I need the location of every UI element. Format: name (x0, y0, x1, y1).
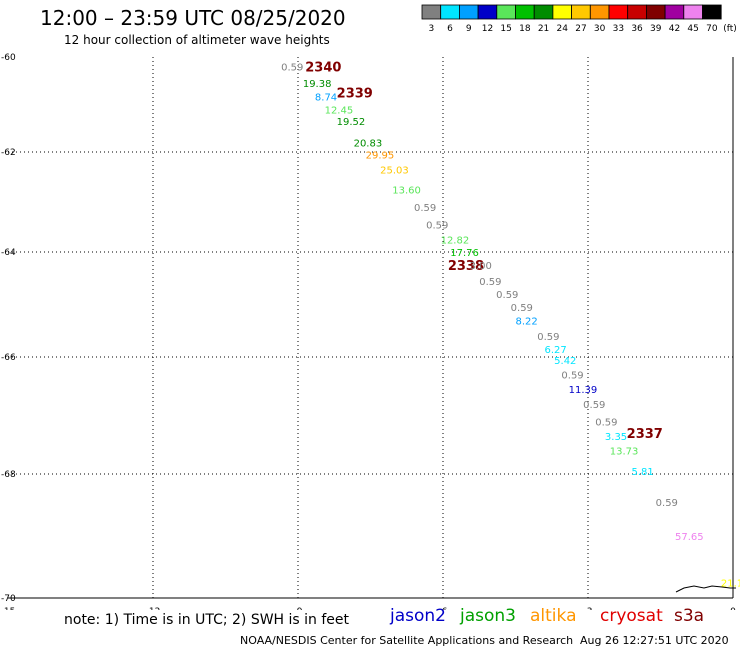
legend-label: 3 (428, 24, 434, 34)
pass-number-label: 2338 (448, 259, 484, 274)
wave-height-value: 8.74 (315, 92, 337, 103)
wave-height-value: 6.27 (545, 345, 567, 356)
wave-height-value: 0.59 (656, 498, 678, 509)
wave-height-value: 21.1 (721, 579, 740, 590)
wave-height-value: 25.03 (380, 166, 409, 177)
legend-label: 18 (519, 24, 531, 34)
wave-height-value: 0.59 (583, 400, 605, 411)
latitude-tick-label: -64 (1, 248, 16, 258)
wave-height-value: 3.00 (470, 261, 492, 272)
pass-labels: 2340 2339 2338 2337 (305, 61, 663, 443)
wave-height-value: 17.76 (450, 248, 479, 259)
longitude-tick-label: -9 (294, 607, 303, 610)
wave-height-value: 13.73 (610, 447, 639, 458)
legend-label: 15 (500, 24, 511, 34)
legend-swatch (702, 4, 722, 20)
wave-height-value: 5.81 (632, 467, 654, 478)
legend-label: 9 (466, 24, 472, 34)
footer-note: note: 1) Time is in UTC; 2) SWH is in fe… (64, 612, 350, 628)
coastline (675, 585, 736, 593)
latitude-tick-label: -60 (1, 53, 16, 63)
legend-label: 33 (613, 24, 624, 34)
latitude-tick-label: -68 (1, 470, 16, 480)
observation-labels: 0.5919.388.7412.4519.5220.8329.9525.0313… (281, 63, 740, 590)
wave-height-value: 0.59 (561, 371, 583, 382)
longitude-tick-label: -12 (146, 607, 161, 610)
legend-label: 70 (706, 24, 718, 34)
satellite-name: altika (530, 606, 577, 626)
legend-label: 39 (650, 24, 662, 34)
legend-label: 21 (538, 24, 549, 34)
wave-height-value: 12.82 (441, 236, 470, 247)
legend-label: 30 (594, 24, 606, 34)
wave-height-legend: 3 6 9 12 15 18 21 24 27 30 33 36 39 42 45 70 (ft) (421, 4, 737, 34)
page-subtitle: 12 hour collection of altimeter wave hei… (64, 33, 330, 47)
pass-number-label: 2339 (337, 87, 373, 102)
credit-text: NOAA/NESDIS Center for Satellite Applica… (240, 634, 574, 647)
legend-label: 27 (575, 24, 586, 34)
page-title: 12:00 – 23:59 UTC 08/25/2020 (40, 6, 346, 30)
legend-label: 6 (447, 24, 453, 34)
wave-height-value: 0.59 (511, 303, 533, 314)
latitude-tick-label: -70 (1, 594, 16, 604)
wave-height-value: 11.39 (569, 385, 598, 396)
wave-height-value: 0.59 (479, 277, 501, 288)
longitude-tick-label: -15 (1, 607, 16, 610)
wave-height-value: 29.95 (366, 151, 395, 162)
wave-height-value: 0.59 (281, 63, 303, 74)
latitude-tick-label: -66 (1, 353, 16, 363)
wave-height-value: 8.22 (516, 316, 538, 327)
map-grid (8, 57, 734, 599)
longitude-tick-label: -3 (584, 607, 593, 610)
pass-number-label: 2337 (627, 427, 663, 442)
legend-label: 45 (687, 24, 698, 34)
wave-height-value: 0.59 (414, 203, 436, 214)
satellite-name: jason3 (460, 606, 516, 626)
longitude-tick-label: -6 (439, 607, 448, 610)
legend-label: 36 (631, 24, 643, 34)
wave-height-value: 0.59 (595, 417, 617, 428)
pass-number-label: 2340 (305, 61, 341, 76)
satellite-name: s3a (674, 606, 705, 626)
wave-height-value: 5.42 (554, 356, 576, 367)
wave-height-value: 0.59 (426, 221, 448, 232)
latitude-tick-label: -62 (1, 148, 16, 158)
wave-height-value: 13.60 (392, 186, 421, 197)
axis-ticks: -15 -12 -9 -6 -3 0 -60 -62 -64 -66 -68 -70 (1, 53, 736, 610)
legend-unit: (ft) (723, 24, 737, 34)
wave-height-value: 0.59 (537, 332, 559, 343)
wave-height-value: 3.35 (605, 432, 627, 443)
wave-height-value: 12.45 (325, 105, 354, 116)
generated-timestamp: Aug 26 12:27:51 UTC 2020 (580, 634, 729, 647)
longitude-tick-label: 0 (730, 607, 736, 610)
wave-height-value: 57.65 (675, 532, 704, 543)
wave-height-value: 0.59 (496, 290, 518, 301)
wave-height-value: 19.52 (337, 117, 366, 128)
satellite-name: cryosat (600, 606, 663, 626)
wave-height-value: 20.83 (354, 139, 383, 150)
legend-label: 24 (557, 24, 569, 34)
legend-label: 42 (669, 24, 680, 34)
wave-height-value: 19.38 (303, 79, 332, 90)
legend-label: 12 (482, 24, 493, 34)
wave-height-map: -15 -12 -9 -6 -3 0 -60 -62 -64 -66 -68 -70 2340 2339… (1, 53, 740, 610)
satellite-name: jason2 (390, 606, 446, 626)
